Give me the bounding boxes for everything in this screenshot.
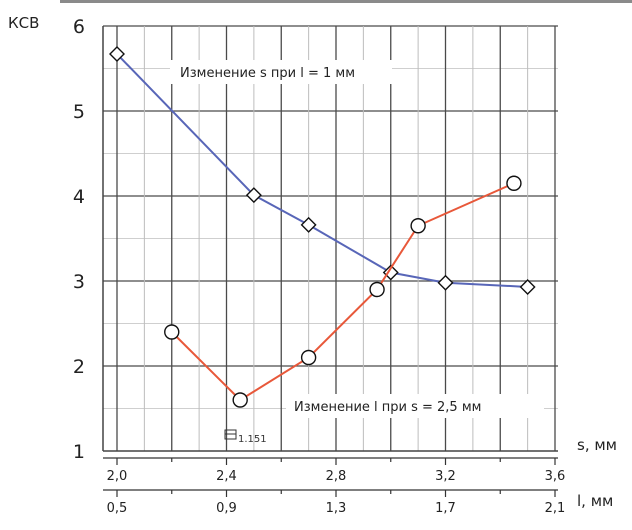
top-bar <box>60 0 632 3</box>
series-0-point <box>382 264 399 281</box>
series-layer <box>109 46 536 408</box>
x-axis-1-tick-label: 1,3 <box>326 501 347 516</box>
series-0-line <box>116 53 528 288</box>
grid <box>103 25 558 452</box>
annotation-box-l <box>286 394 544 418</box>
series-1-point <box>506 175 522 191</box>
y-tick-label: 6 <box>73 16 85 38</box>
series-0-point <box>437 274 454 291</box>
x-axis-1-tick-label: 1,7 <box>435 501 456 516</box>
x-axis-0-tick-label: 3,6 <box>545 469 566 484</box>
y-tick-label: 2 <box>73 356 85 378</box>
x-axis-1-tick-label: 0,5 <box>107 501 128 516</box>
series-1-point <box>410 218 426 234</box>
annotation-l: Изменение l при s = 2,5 мм <box>294 400 481 415</box>
x-axis-0-tick-label: 2,4 <box>216 469 237 484</box>
series-0-point <box>245 187 262 204</box>
series-1-point <box>232 392 248 408</box>
cursor-marker <box>224 429 237 440</box>
x-axis-0-label: s, мм <box>577 436 617 454</box>
series-0-point <box>300 216 317 233</box>
series-0-point <box>519 278 536 295</box>
y-axis-label: КСВ <box>8 14 39 32</box>
y-tick-label: 4 <box>73 186 85 208</box>
x-axis-1-tick-label: 0,9 <box>216 501 237 516</box>
x-axis-1-label: l, мм <box>577 492 613 510</box>
series-1-point <box>300 349 317 366</box>
cursor-label: 1.151 <box>238 434 267 445</box>
y-tick-label: 5 <box>73 101 85 123</box>
x-axis-1-tick-label: 2,1 <box>545 501 566 516</box>
x-axis-0-tick-label: 2,8 <box>326 469 347 484</box>
y-tick-label: 3 <box>73 271 85 293</box>
series-1-line <box>171 182 515 402</box>
y-tick-label: 1 <box>73 441 85 463</box>
y-ticks: 1 2 3 4 5 6 <box>73 16 85 463</box>
series-1-point <box>369 281 385 298</box>
x-axes: 2,0 2,4 2,8 3,2 3,6 s, мм 0,5 0,9 1,3 1,7 2,1 l, мм <box>103 436 617 516</box>
x-axis-0-tick-label: 2,0 <box>107 469 128 484</box>
x-axis-0-tick-label: 3,2 <box>435 469 456 484</box>
annotation-box-s <box>170 60 392 84</box>
series-0-point <box>109 46 125 63</box>
series-1-point <box>164 324 180 340</box>
annotation-s: Изменение s при l = 1 мм <box>180 66 355 81</box>
